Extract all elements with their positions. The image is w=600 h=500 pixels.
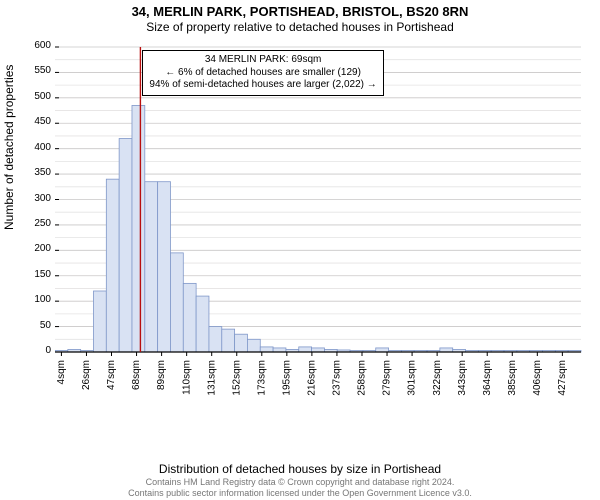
y-tick-label: 550 bbox=[19, 65, 51, 76]
y-tick-label: 150 bbox=[19, 269, 51, 280]
y-tick-label: 100 bbox=[19, 294, 51, 305]
x-tick-label: 110sqm bbox=[181, 360, 192, 395]
x-tick-label: 89sqm bbox=[156, 360, 167, 390]
y-tick-label: 300 bbox=[19, 193, 51, 204]
x-tick-label: 47sqm bbox=[106, 360, 117, 390]
y-tick-label: 0 bbox=[19, 345, 51, 356]
chart-title-block: 34, MERLIN PARK, PORTISHEAD, BRISTOL, BS… bbox=[0, 0, 600, 34]
x-tick-label: 26sqm bbox=[81, 360, 92, 390]
x-tick-label: 322sqm bbox=[432, 360, 443, 396]
callout-line-1: 34 MERLIN PARK: 69sqm bbox=[149, 54, 376, 67]
callout-line-3: 94% of semi-detached houses are larger (… bbox=[149, 79, 376, 92]
x-tick-label: 385sqm bbox=[507, 360, 518, 396]
x-tick-label: 131sqm bbox=[206, 360, 217, 396]
y-tick-label: 500 bbox=[19, 91, 51, 102]
y-tick-label: 400 bbox=[19, 142, 51, 153]
attribution-line-2: Contains public sector information licen… bbox=[0, 488, 600, 498]
x-tick-label: 364sqm bbox=[482, 360, 493, 396]
y-tick-label: 250 bbox=[19, 218, 51, 229]
x-tick-label: 406sqm bbox=[532, 360, 543, 396]
x-tick-label: 4sqm bbox=[56, 360, 67, 384]
y-tick-label: 350 bbox=[19, 167, 51, 178]
x-tick-label: 173sqm bbox=[256, 360, 267, 396]
attribution-line-1: Contains HM Land Registry data © Crown c… bbox=[0, 477, 600, 487]
chart-plot-area: 4sqm 26sqm 47sqm 68sqm 89sqm 110sqm 131sqm 152s… bbox=[55, 42, 585, 412]
attribution-text: Contains HM Land Registry data © Crown c… bbox=[0, 477, 600, 498]
y-tick-label: 50 bbox=[19, 320, 51, 331]
x-tick-label: 216sqm bbox=[307, 360, 318, 396]
y-tick-label: 200 bbox=[19, 243, 51, 254]
x-tick-label: 152sqm bbox=[231, 360, 242, 396]
y-axis-label: Number of detached properties bbox=[2, 65, 16, 230]
x-tick-label: 427sqm bbox=[557, 360, 568, 396]
x-tick-label: 68sqm bbox=[131, 360, 142, 390]
x-tick-label: 279sqm bbox=[382, 360, 393, 396]
chart-title: 34, MERLIN PARK, PORTISHEAD, BRISTOL, BS… bbox=[0, 4, 600, 19]
y-tick-label: 600 bbox=[19, 40, 51, 51]
property-callout: 34 MERLIN PARK: 69sqm← 6% of detached ho… bbox=[142, 50, 383, 96]
x-tick-label: 258sqm bbox=[357, 360, 368, 396]
histogram-svg: 4sqm 26sqm 47sqm 68sqm 89sqm 110sqm 131sqm 152s… bbox=[55, 42, 585, 412]
x-tick-label: 237sqm bbox=[332, 360, 343, 396]
callout-line-2: ← 6% of detached houses are smaller (129… bbox=[149, 67, 376, 80]
chart-subtitle: Size of property relative to detached ho… bbox=[0, 20, 600, 34]
x-axis-label: Distribution of detached houses by size … bbox=[0, 462, 600, 476]
x-tick-label: 301sqm bbox=[407, 360, 418, 396]
x-tick-label: 343sqm bbox=[457, 360, 468, 396]
y-tick-label: 450 bbox=[19, 116, 51, 127]
x-tick-label: 195sqm bbox=[281, 360, 292, 396]
